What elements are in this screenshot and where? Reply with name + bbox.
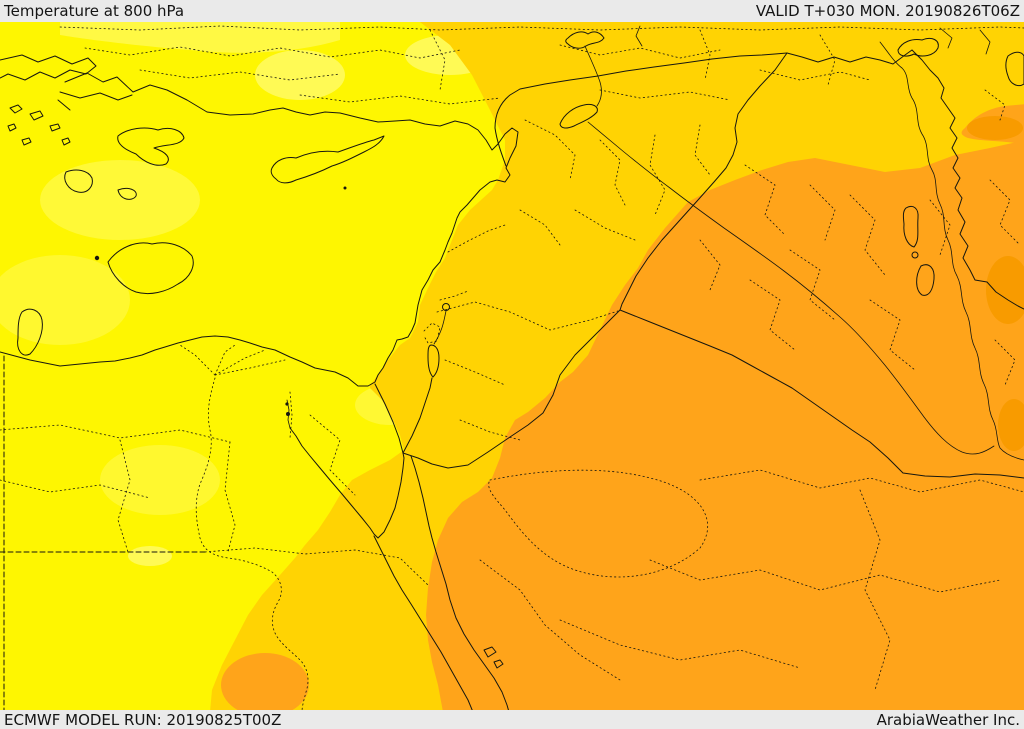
aegean-islet	[21, 137, 32, 146]
footer-bar: ECMWF MODEL RUN: 20190825T00Z ArabiaWeat…	[0, 710, 1024, 729]
syria-jordan-border	[436, 301, 619, 331]
crete-island	[107, 242, 194, 295]
red-sea-west-coast	[373, 535, 473, 710]
rivers	[584, 25, 1024, 461]
country-borders	[374, 49, 1024, 479]
lake-urmia	[1005, 51, 1024, 87]
small-island-dots	[94, 186, 347, 416]
admin-boundaries	[0, 25, 1024, 710]
samos-island	[117, 187, 137, 200]
map-canvas	[0, 22, 1024, 710]
jordan-saudi-border	[402, 394, 554, 469]
turkey-syria-border	[494, 52, 788, 167]
rhodes-island	[17, 308, 43, 356]
mediterranean-coastline	[0, 72, 519, 387]
aegean-islet	[49, 123, 61, 132]
model-run-label: ECMWF MODEL RUN: 20190825T00Z	[4, 710, 282, 729]
headwater-squiggle	[979, 29, 991, 55]
aegean-islet	[61, 137, 71, 146]
marmara-coast	[0, 54, 97, 81]
dead-sea	[427, 344, 440, 378]
dashed-borders	[0, 355, 206, 710]
iraq-saudi-border	[619, 309, 1024, 479]
aegean-islet	[9, 104, 23, 114]
jordan-river	[433, 310, 447, 345]
temp-band-deep-orange-patches	[967, 116, 1024, 451]
cyprus-island	[270, 135, 385, 184]
tigris-river	[879, 41, 1024, 461]
jordan-iraq-border	[552, 309, 621, 396]
tiran-islet	[483, 646, 497, 658]
islands	[7, 104, 504, 669]
aegean-islet	[29, 110, 44, 121]
chios-island	[64, 169, 93, 193]
aegean-islet	[7, 123, 17, 132]
headwater-squiggle	[635, 25, 643, 47]
israel-egypt-border	[374, 383, 404, 454]
gulf-of-suez-sinai-coast	[289, 427, 405, 539]
lesbos-island	[117, 127, 185, 166]
turkey-iraq-border	[786, 49, 913, 65]
lebanon-syria-border	[447, 224, 506, 253]
israel-jordan-border	[402, 377, 433, 454]
page-title: Temperature at 800 hPa	[4, 2, 185, 20]
valid-time-label: VALID T+030 MON. 20190826T06Z	[755, 2, 1020, 20]
header-bar: Temperature at 800 hPa VALID T+030 MON. …	[0, 0, 1024, 22]
iran-border	[911, 49, 1024, 310]
marmara-south-shore	[59, 91, 133, 101]
lake-razzaza	[916, 264, 935, 296]
credit-label: ArabiaWeather Inc.	[876, 710, 1020, 729]
euphrates-river	[587, 121, 995, 455]
west-bank-boundary	[423, 322, 441, 344]
nile-river	[195, 377, 309, 710]
syria-iraq-border	[619, 52, 788, 311]
tiran-islet	[493, 659, 504, 669]
aqaba-east-red-sea-coast	[410, 455, 509, 710]
sea-of-galilee	[442, 303, 450, 311]
lebanon-israel-border	[439, 290, 469, 301]
lake-habbaniyah	[911, 251, 919, 259]
lake-tharthar	[902, 205, 919, 248]
lake-assad	[559, 103, 598, 129]
euphrates-upper	[584, 45, 602, 107]
lake-van	[897, 37, 939, 57]
temperature-map	[0, 22, 1024, 710]
dardanelles	[57, 99, 71, 111]
ataturk-reservoir	[565, 31, 605, 49]
araxes-squiggle	[939, 27, 953, 49]
lakes	[427, 31, 1024, 378]
